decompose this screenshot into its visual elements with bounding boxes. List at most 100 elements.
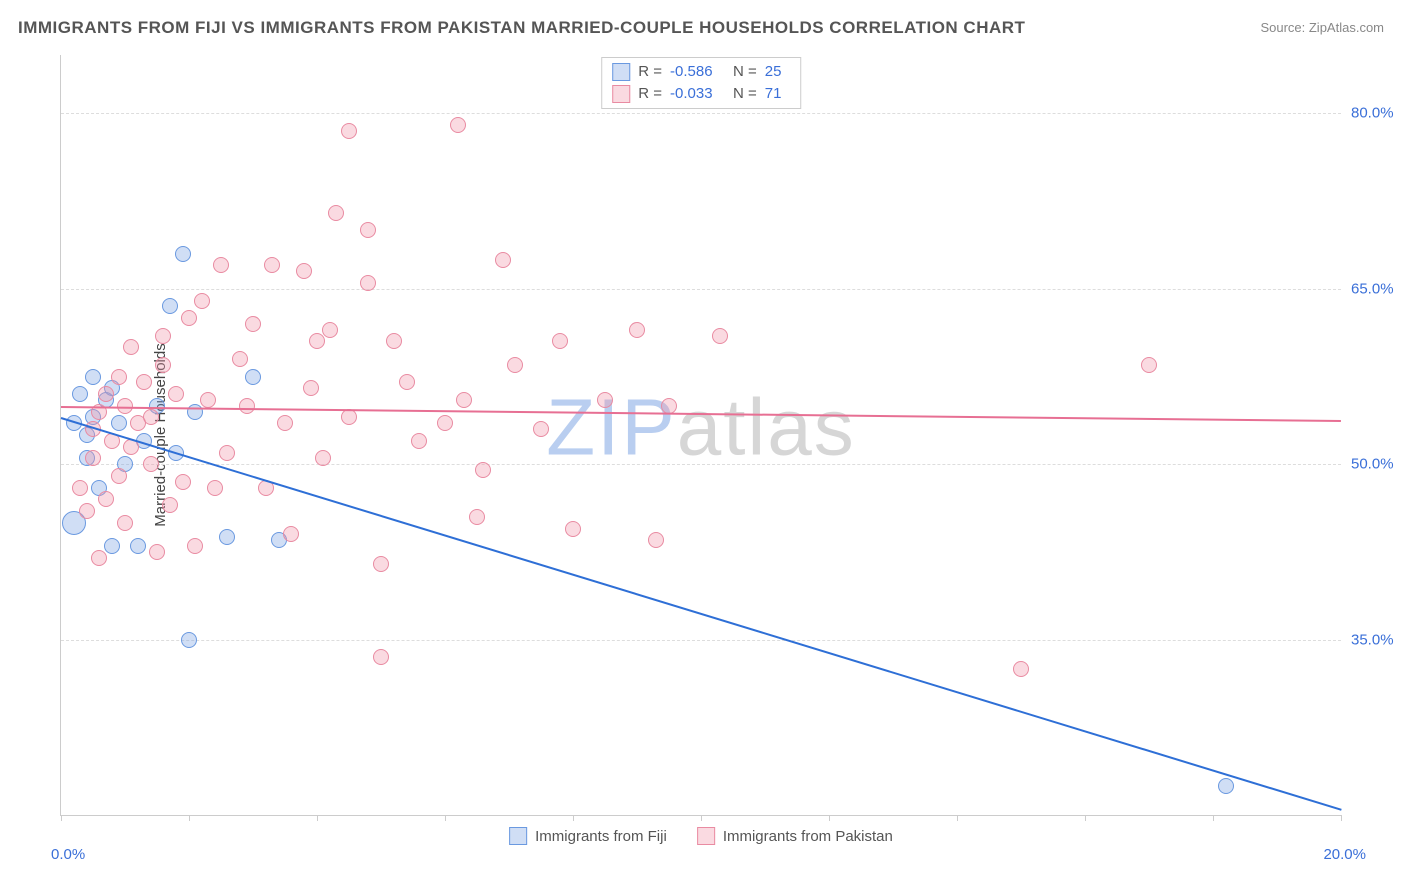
scatter-point [219,529,235,545]
y-tick-label: 35.0% [1351,631,1406,648]
scatter-point [136,374,152,390]
scatter-point [264,257,280,273]
scatter-point [629,322,645,338]
scatter-point [1013,661,1029,677]
stat-label-r: R = [638,83,662,105]
scatter-point [450,117,466,133]
scatter-point [155,328,171,344]
scatter-point [456,392,472,408]
stat-value-r: -0.586 [670,61,725,83]
scatter-point [91,550,107,566]
scatter-point [200,392,216,408]
scatter-point [130,538,146,554]
y-tick-label: 65.0% [1351,280,1406,297]
scatter-point [469,509,485,525]
stat-value-n: 25 [765,61,790,83]
scatter-point [533,421,549,437]
scatter-point [123,339,139,355]
scatter-point [648,532,664,548]
scatter-point [143,456,159,472]
scatter-point [296,263,312,279]
scatter-point [72,480,88,496]
y-tick-label: 80.0% [1351,105,1406,122]
trend-line [61,417,1342,811]
scatter-point [104,538,120,554]
x-tick-label: 0.0% [51,846,85,863]
scatter-point [277,415,293,431]
scatter-point [245,369,261,385]
scatter-point [495,252,511,268]
scatter-point [117,515,133,531]
scatter-point [79,503,95,519]
scatter-point [712,328,728,344]
scatter-point [213,257,229,273]
legend-swatch [509,827,527,845]
x-tick [1213,815,1214,821]
scatter-point [85,450,101,466]
scatter-point [111,415,127,431]
scatter-point [565,521,581,537]
x-tick [957,815,958,821]
x-tick [573,815,574,821]
legend-label: Immigrants from Pakistan [723,828,893,845]
stat-label-n: N = [733,61,757,83]
scatter-point [552,333,568,349]
stats-legend-box: R = -0.586 N = 25R =-0.033N =71 [601,57,801,109]
scatter-point [181,310,197,326]
stats-legend-row: R =-0.033N =71 [612,83,790,105]
legend-item: Immigrants from Fiji [509,827,667,845]
scatter-point [232,351,248,367]
gridline-horizontal [61,640,1341,641]
scatter-point [239,398,255,414]
series-legend: Immigrants from Fiji Immigrants from Paki… [509,827,893,845]
scatter-point [175,474,191,490]
gridline-horizontal [61,289,1341,290]
scatter-point [360,275,376,291]
x-tick-label: 20.0% [1323,846,1366,863]
stat-label-r: R = [638,61,662,83]
scatter-point [341,409,357,425]
legend-swatch [697,827,715,845]
x-tick [1085,815,1086,821]
x-tick [317,815,318,821]
y-tick-label: 50.0% [1351,456,1406,473]
legend-item: Immigrants from Pakistan [697,827,893,845]
x-tick [1341,815,1342,821]
scatter-point [175,246,191,262]
scatter-point [155,357,171,373]
scatter-point [194,293,210,309]
scatter-point [328,205,344,221]
x-tick [829,815,830,821]
chart-title: IMMIGRANTS FROM FIJI VS IMMIGRANTS FROM … [18,18,1025,38]
scatter-point [475,462,491,478]
plot-area: Married-couple Households ZIPatlas R =-0… [60,55,1341,816]
scatter-point [597,392,613,408]
scatter-point [143,409,159,425]
scatter-point [98,491,114,507]
scatter-point [149,544,165,560]
legend-label: Immigrants from Fiji [535,828,667,845]
x-tick [701,815,702,821]
scatter-point [245,316,261,332]
scatter-point [162,497,178,513]
scatter-point [111,468,127,484]
gridline-horizontal [61,464,1341,465]
scatter-point [399,374,415,390]
stats-legend-row: R = -0.586 N = 25 [612,61,790,83]
scatter-point [72,386,88,402]
scatter-point [322,322,338,338]
scatter-point [360,222,376,238]
scatter-point [181,632,197,648]
scatter-point [1218,778,1234,794]
scatter-point [1141,357,1157,373]
scatter-point [207,480,223,496]
scatter-point [507,357,523,373]
stat-value-n: 71 [765,83,790,105]
scatter-point [661,398,677,414]
scatter-point [386,333,402,349]
scatter-point [315,450,331,466]
legend-swatch [612,85,630,103]
x-tick [61,815,62,821]
scatter-point [187,404,203,420]
scatter-point [98,386,114,402]
